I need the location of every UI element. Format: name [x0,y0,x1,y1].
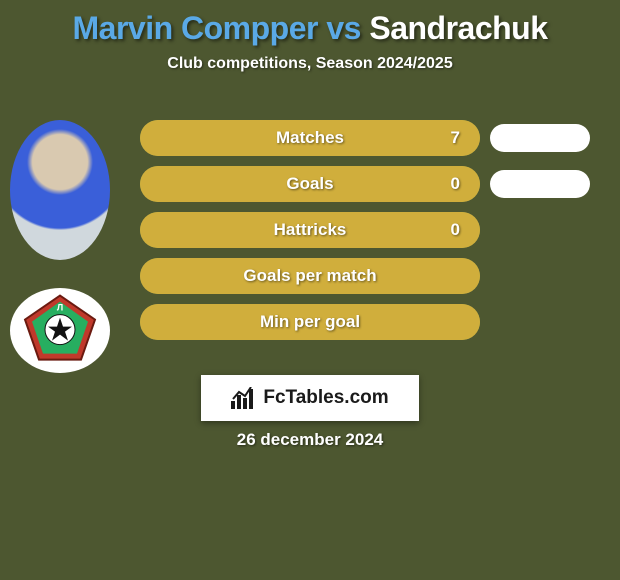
avatar-column: Л [10,120,110,373]
stats-comparison-chart: Matches7 Goals0 Hattricks0 Goals per match M… [140,120,610,350]
subtitle: Club competitions, Season 2024/2025 [0,55,620,73]
player2-avatar: Л [10,288,110,373]
stat-row: Goals0 [140,166,610,202]
branding-box: FcTables.com [201,375,419,421]
player1-avatar [10,120,110,260]
p2-bar [490,124,590,152]
branding-text: FcTables.com [263,387,388,409]
date-label: 26 december 2024 [0,430,620,450]
p1-bar-fill [140,120,480,156]
stat-row: Min per goal [140,304,610,340]
stat-row: Hattricks0 [140,212,610,248]
title-player1: Marvin Compper [72,10,317,46]
title-vs: vs [326,10,361,46]
page-title: Marvin Compper vs Sandrachuk [0,0,620,47]
p1-bar-fill [140,212,480,248]
p1-bar-fill [140,304,480,340]
p2-bar [490,170,590,198]
stat-row: Goals per match [140,258,610,294]
title-player2: Sandrachuk [369,10,547,46]
stat-row: Matches7 [140,120,610,156]
p1-bar-fill [140,166,480,202]
p1-bar-fill [140,258,480,294]
chart-bars-icon [231,387,257,409]
club-badge-icon: Л [23,293,97,361]
svg-text:Л: Л [57,302,63,312]
